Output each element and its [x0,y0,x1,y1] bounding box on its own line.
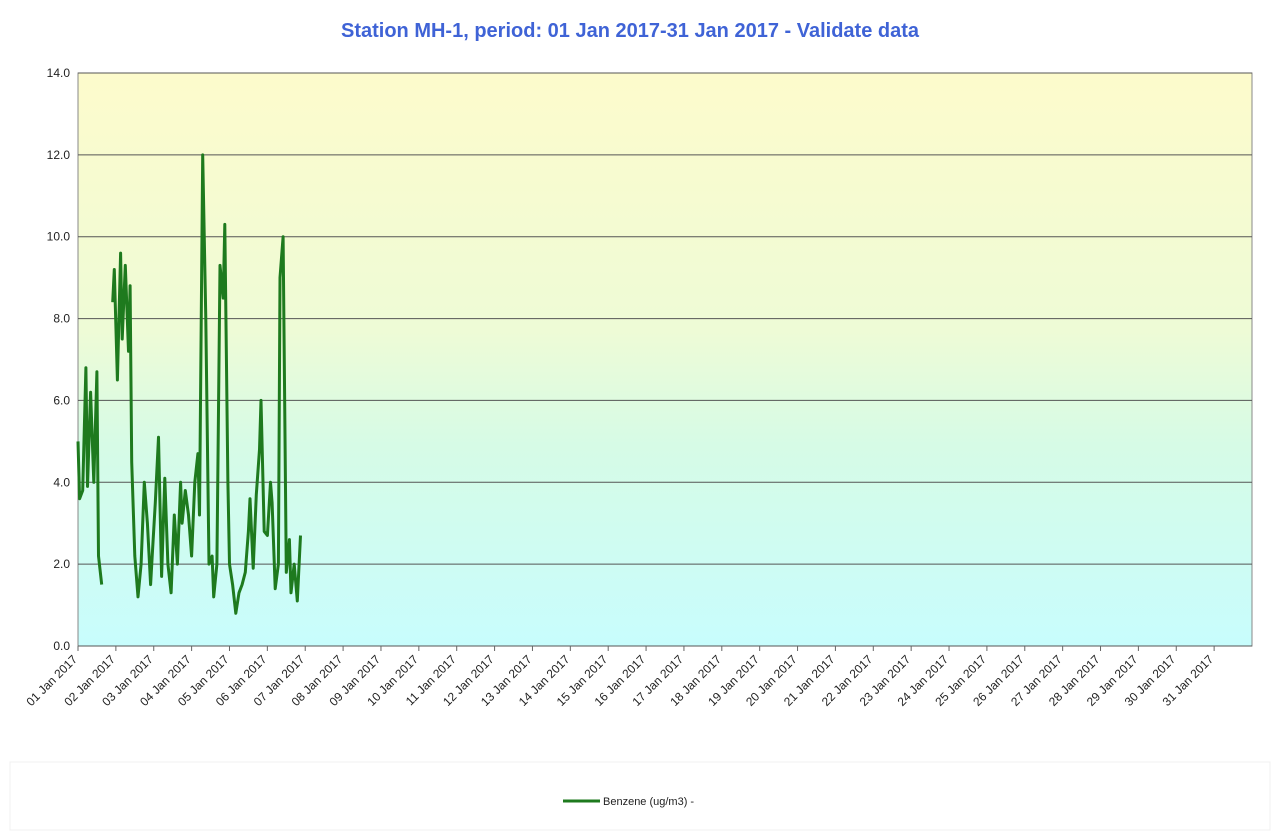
y-tick-label: 6.0 [53,393,70,407]
legend-label: Benzene (ug/m3) - [603,796,694,808]
chart-title: Station MH-1, period: 01 Jan 2017-31 Jan… [341,20,920,42]
y-tick-label: 0.0 [53,639,70,653]
y-tick-label: 14.0 [47,66,71,80]
y-tick-label: 10.0 [47,230,71,244]
y-tick-label: 4.0 [53,475,70,489]
series-line [76,153,302,615]
y-tick-label: 12.0 [47,148,71,162]
y-tick-label: 2.0 [53,557,70,571]
y-tick-label: 8.0 [53,312,70,326]
legend-box [9,761,1271,831]
